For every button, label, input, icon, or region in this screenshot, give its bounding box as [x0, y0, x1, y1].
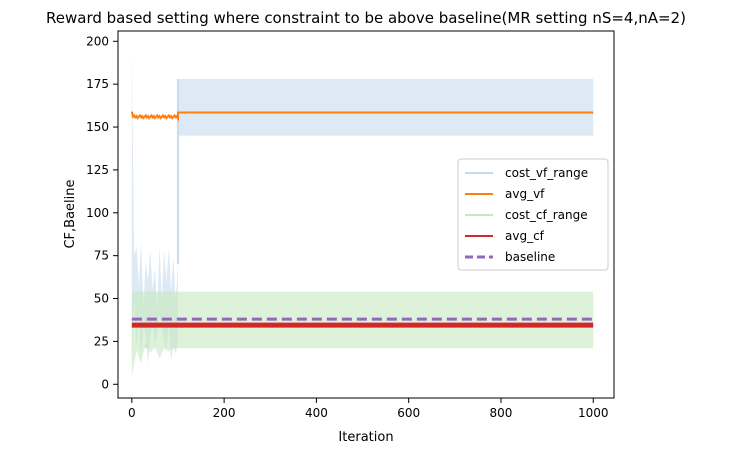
- x-axis-ticks: 0 200 400 600 800 1000: [128, 398, 609, 420]
- x-axis-label: Iteration: [338, 430, 393, 445]
- y-tick-label: 175: [86, 77, 109, 91]
- y-axis-ticks: 0 25 50 75 100 125 150 175 200: [86, 34, 118, 391]
- legend-label-avg-cf: avg_cf: [505, 229, 545, 243]
- avg-vf-line: [130, 111, 594, 122]
- x-tick-label: 200: [213, 406, 236, 420]
- cost-vf-range-band-early: [131, 48, 178, 364]
- y-tick-label: 75: [94, 249, 109, 263]
- legend-label-baseline: baseline: [505, 250, 555, 264]
- chart-title: Reward based setting where constraint to…: [46, 9, 686, 27]
- y-tick-label: 50: [94, 292, 109, 306]
- legend-label-cost-vf-range: cost_vf_range: [505, 166, 588, 180]
- cost-cf-range-band-early: [131, 341, 178, 378]
- x-tick-label: 600: [397, 406, 420, 420]
- y-tick-label: 200: [86, 34, 109, 48]
- y-tick-label: 0: [101, 377, 109, 391]
- x-tick-label: 400: [305, 406, 328, 420]
- y-axis-label: CF,Baeline: [63, 179, 78, 248]
- legend-label-avg-vf: avg_vf: [505, 187, 545, 201]
- x-tick-label: 0: [128, 406, 136, 420]
- legend-box: [457, 158, 609, 271]
- y-tick-label: 100: [86, 206, 109, 220]
- legend-label-cost-cf-range: cost_cf_range: [505, 208, 588, 222]
- x-tick-label: 800: [490, 406, 513, 420]
- y-tick-label: 150: [86, 120, 109, 134]
- cost-vf-range-band: [177, 79, 594, 136]
- y-tick-label: 25: [94, 334, 109, 348]
- plot-area: [130, 48, 594, 378]
- y-tick-label: 125: [86, 163, 109, 177]
- x-tick-label: 1000: [578, 406, 609, 420]
- axes-frame: [117, 30, 615, 399]
- legend: cost_vf_range avg_vf cost_cf_range avg_cfba…: [457, 158, 609, 271]
